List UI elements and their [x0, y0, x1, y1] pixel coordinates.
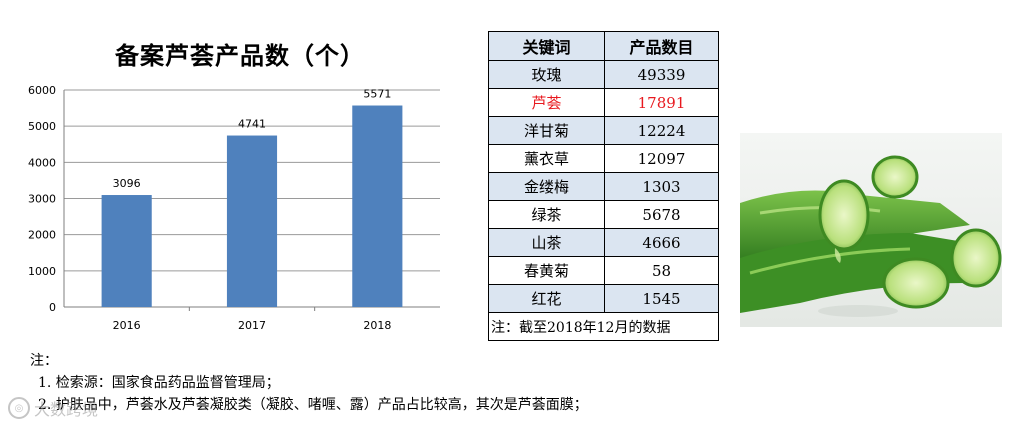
- table-cell-keyword: 红花: [488, 284, 605, 313]
- table-note-row: 注：截至2018年12月的数据: [488, 312, 719, 341]
- table-cell-keyword: 玫瑰: [488, 60, 605, 89]
- table-row: 洋甘菊 12224: [488, 116, 719, 145]
- y-tick-label: 5000: [28, 120, 56, 133]
- table-cell-count: 17891: [604, 88, 719, 117]
- table-cell-count: 12097: [604, 144, 719, 173]
- y-tick-label: 1000: [28, 265, 56, 278]
- footnote-item: 1. 检索源：国家食品药品监督管理局；: [38, 375, 280, 391]
- aloe-vera-photo: [740, 133, 1002, 327]
- table-cell-count: 1303: [604, 172, 719, 201]
- watermark: ◎ 大数跨境: [8, 396, 98, 420]
- watermark-text: 大数跨境: [34, 400, 99, 419]
- table-row: 春黄菊 58: [488, 256, 719, 285]
- x-tick-label: 2018: [363, 319, 391, 332]
- data-label: 3096: [113, 177, 141, 190]
- watermark-logo-icon: ◎: [8, 397, 30, 419]
- bar: [352, 105, 403, 307]
- table-row: 薰衣草 12097: [488, 144, 719, 173]
- x-tick-label: 2016: [113, 319, 141, 332]
- table-cell-keyword: 山茶: [488, 228, 605, 257]
- table-cell-keyword: 洋甘菊: [488, 116, 605, 145]
- data-label: 5571: [363, 88, 391, 101]
- footnote-item: 2. 护肤品中，芦荟水及芦荟凝胶类（凝胶、啫喱、露）产品占比较高，其次是芦荟面膜…: [38, 397, 588, 413]
- y-tick-label: 2000: [28, 229, 56, 242]
- table-cell-keyword: 芦荟: [488, 88, 605, 117]
- table-cell-count: 12224: [604, 116, 719, 145]
- table-cell-count: 1545: [604, 284, 719, 313]
- chart-plot: 0 1000 2000 3000 4000 5000 6000 3096 2016 4741 201…: [28, 84, 440, 332]
- table-cell-keyword: 薰衣草: [488, 144, 605, 173]
- footnotes: 注： 1. 检索源：国家食品药品监督管理局； 2. 护肤品中，芦荟水及芦荟凝胶类…: [30, 350, 588, 416]
- table-header-keyword: 关键词: [488, 31, 605, 61]
- table-note: 注：截至2018年12月的数据: [488, 312, 719, 341]
- table-row: 山茶 4666: [488, 228, 719, 257]
- y-tick-label: 4000: [28, 156, 56, 169]
- table-cell-count: 49339: [604, 60, 719, 89]
- y-tick-label: 0: [49, 301, 56, 314]
- x-tick-label: 2017: [238, 319, 266, 332]
- table-header-count: 产品数目: [604, 31, 719, 61]
- table-row: 绿茶 5678: [488, 200, 719, 229]
- chart-title: 备案芦荟产品数（个）: [115, 42, 365, 70]
- table-cell-count: 58: [604, 256, 719, 285]
- table-cell-count: 4666: [604, 228, 719, 257]
- bar: [101, 195, 152, 307]
- bar-chart: 备案芦荟产品数（个） 0 1000 2000 3000 4000 5000 6000 3096…: [20, 30, 460, 340]
- y-tick-label: 6000: [28, 84, 56, 97]
- table-row: 金缕梅 1303: [488, 172, 719, 201]
- table-cell-keyword: 金缕梅: [488, 172, 605, 201]
- keyword-table: 关键词 产品数目 玫瑰 49339 芦荟 17891 洋甘菊 12224 薰衣草…: [488, 31, 719, 341]
- table-cell-keyword: 春黄菊: [488, 256, 605, 285]
- table-cell-keyword: 绿茶: [488, 200, 605, 229]
- bar: [226, 135, 278, 307]
- table-row-highlight: 芦荟 17891: [488, 88, 719, 117]
- data-label: 4741: [238, 118, 266, 131]
- table-row: 玫瑰 49339: [488, 60, 719, 89]
- table-cell-count: 5678: [604, 200, 719, 229]
- y-tick-label: 3000: [28, 193, 56, 206]
- footnotes-heading: 注：: [30, 353, 58, 369]
- table-row: 红花 1545: [488, 284, 719, 313]
